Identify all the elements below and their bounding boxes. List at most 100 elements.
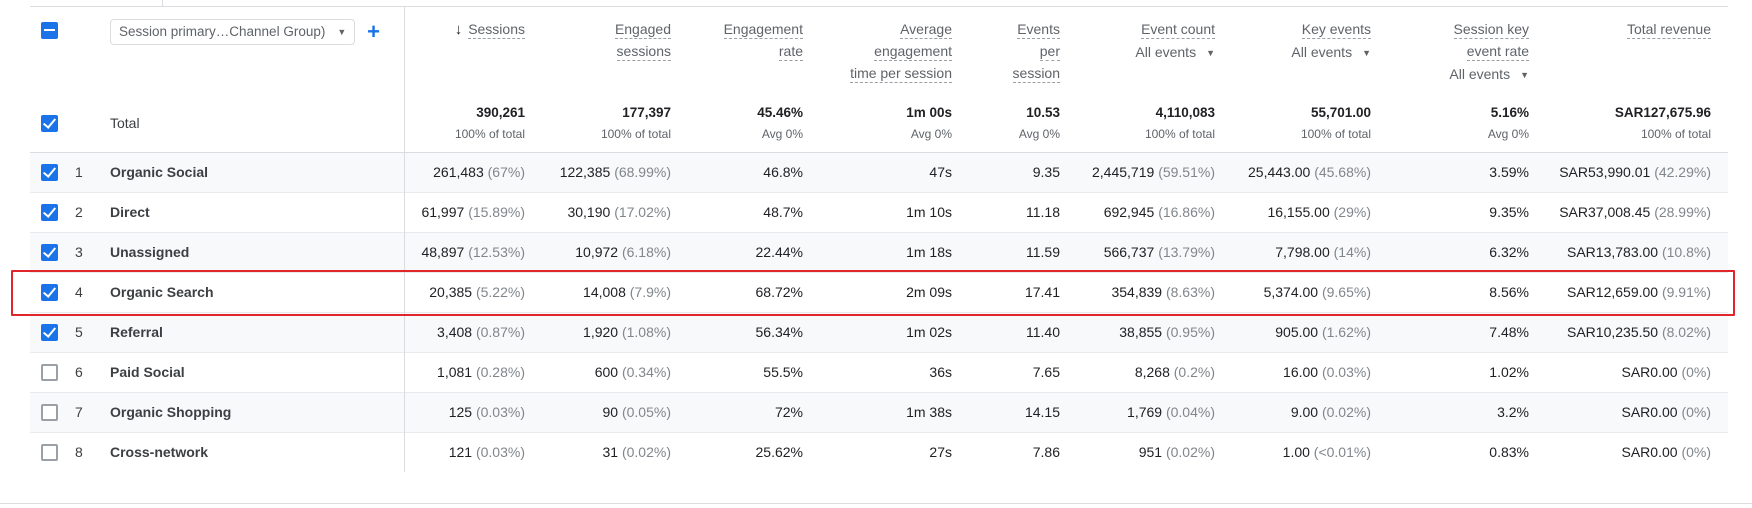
cell-session_key_event_rate: 8.56%	[1383, 272, 1541, 312]
column-header-label[interactable]: Total revenue	[1626, 21, 1711, 39]
row-checkbox[interactable]	[41, 323, 58, 341]
column-header-key_events[interactable]: Key events All events ▼	[1227, 7, 1383, 95]
report-table: Session primary…Channel Group) ▼ + ↓ Sess…	[30, 7, 1728, 472]
cell-events_per_session: 7.86	[964, 432, 1072, 472]
column-header-event_count[interactable]: Event count All events ▼	[1072, 7, 1227, 95]
column-header-label[interactable]: Average	[900, 21, 952, 39]
table-row[interactable]: 3 Unassigned 48,897 (12.53%) 10,972 (6.18%)…	[30, 232, 1728, 272]
row-label[interactable]: Organic Search	[110, 272, 405, 312]
table-row[interactable]: 2 Direct 61,997 (15.89%) 30,190 (17.02%) 48.…	[30, 192, 1728, 232]
table-row[interactable]: 8 Cross-network 121 (0.03%) 31 (0.02%) 25.62…	[30, 432, 1728, 472]
cell-key_events: 25,443.00 (45.68%)	[1227, 152, 1383, 192]
cell-session_key_event_rate: 3.59%	[1383, 152, 1541, 192]
cell-value: 38,855	[1119, 324, 1163, 340]
total-value: SAR127,675.96	[1614, 105, 1711, 120]
cell-sessions: 121 (0.03%)	[404, 432, 537, 472]
row-label[interactable]: Referral	[110, 312, 405, 352]
events-filter-label: All events	[1135, 44, 1197, 60]
events-filter-dropdown[interactable]: All events ▼	[1291, 42, 1371, 63]
cell-percent: (67%)	[487, 164, 525, 180]
cell-event_count: 951 (0.02%)	[1072, 432, 1227, 472]
cell-value: 3,408	[437, 324, 473, 340]
column-header-events_per_session[interactable]: Events per session	[964, 7, 1072, 95]
plus-icon[interactable]: +	[367, 19, 381, 45]
table-row[interactable]: 5 Referral 3,408 (0.87%) 1,920 (1.08%) 56.34…	[30, 312, 1728, 352]
cell-engaged_sessions: 600 (0.34%)	[537, 352, 683, 392]
cell-value: 7.65	[1032, 364, 1060, 380]
column-header-label[interactable]: rate	[778, 43, 803, 61]
cell-value: 25,443.00	[1248, 164, 1311, 180]
cell-value: 1.02%	[1489, 364, 1529, 380]
select-all-checkbox[interactable]	[41, 21, 58, 39]
cell-events_per_session: 11.40	[964, 312, 1072, 352]
column-header-label[interactable]: per	[1039, 43, 1060, 61]
cell-sessions: 125 (0.03%)	[404, 392, 537, 432]
row-checkbox[interactable]	[41, 283, 58, 301]
column-header-label[interactable]: sessions	[616, 43, 671, 61]
total-value: 177,397	[622, 105, 671, 120]
cell-sessions: 61,997 (15.89%)	[404, 192, 537, 232]
row-number: 3	[75, 244, 83, 260]
cell-value: 14,008	[583, 284, 626, 300]
row-checkbox[interactable]	[41, 403, 58, 421]
row-label[interactable]: Organic Social	[110, 152, 405, 192]
row-label[interactable]: Organic Shopping	[110, 392, 405, 432]
cell-sessions: 48,897 (12.53%)	[404, 232, 537, 272]
row-checkbox[interactable]	[41, 203, 58, 221]
row-checkbox[interactable]	[41, 363, 58, 381]
row-label[interactable]: Direct	[110, 192, 405, 232]
column-header-avg_engagement_time[interactable]: Average engagement time per session	[815, 7, 964, 95]
table-row[interactable]: 4 Organic Search 20,385 (5.22%) 14,008 (7.9…	[30, 272, 1728, 312]
cell-value: SAR12,659.00	[1567, 284, 1659, 300]
cell-value: 27s	[929, 444, 952, 461]
row-label[interactable]: Paid Social	[110, 352, 405, 392]
column-header-label[interactable]: event rate	[1466, 43, 1529, 61]
cell-value: SAR0.00	[1621, 364, 1678, 380]
column-header-label[interactable]: session	[1012, 65, 1060, 83]
row-label[interactable]: Unassigned	[110, 232, 405, 272]
column-header-label[interactable]: engagement	[874, 43, 952, 61]
table-row[interactable]: 7 Organic Shopping 125 (0.03%) 90 (0.05%) 72…	[30, 392, 1728, 432]
total-cell-key_events: 55,701.00 100% of total	[1227, 95, 1383, 152]
column-header-label[interactable]: Events	[1017, 21, 1060, 39]
table-row[interactable]: 6 Paid Social 1,081 (0.28%) 600 (0.34%) 55.5…	[30, 352, 1728, 392]
column-header-total_revenue[interactable]: Total revenue	[1541, 7, 1728, 95]
cell-sessions: 1,081 (0.28%)	[404, 352, 537, 392]
cell-engagement_rate: 25.62%	[683, 432, 815, 472]
column-header-engaged_sessions[interactable]: Engaged sessions	[537, 7, 683, 95]
column-header-session_key_event_rate[interactable]: Session key event rate All events ▼	[1383, 7, 1541, 95]
cell-value: 48,897	[421, 244, 465, 260]
total-value: 45.46%	[757, 105, 803, 120]
column-header-engagement_rate[interactable]: Engagement rate	[683, 7, 815, 95]
dimension-selector[interactable]: Session primary…Channel Group) ▼	[110, 19, 356, 45]
column-header-sessions[interactable]: ↓ Sessions	[404, 7, 537, 95]
row-checkbox-cell	[30, 152, 75, 192]
row-checkbox[interactable]	[41, 243, 58, 261]
table-row[interactable]: 1 Organic Social 261,483 (67%) 122,385 (68.…	[30, 152, 1728, 192]
column-header-label[interactable]: Engagement	[723, 21, 803, 39]
cell-value: SAR0.00	[1621, 444, 1678, 461]
column-header-label[interactable]: Event count	[1141, 21, 1215, 39]
column-header-label[interactable]: time per session	[850, 65, 952, 83]
cell-value: 9.35%	[1489, 204, 1529, 220]
column-header-label[interactable]: Session key	[1453, 21, 1529, 39]
cell-value: 1m 18s	[906, 244, 952, 260]
cell-percent: (6.18%)	[621, 244, 671, 260]
cell-events_per_session: 7.65	[964, 352, 1072, 392]
row-label[interactable]: Cross-network	[110, 432, 405, 472]
cell-engagement_rate: 72%	[683, 392, 815, 432]
cell-percent: (68.99%)	[614, 164, 671, 180]
column-header-label[interactable]: Key events	[1301, 21, 1371, 39]
cell-session_key_event_rate: 6.32%	[1383, 232, 1541, 272]
events-filter-dropdown[interactable]: All events ▼	[1135, 42, 1215, 63]
row-checkbox[interactable]	[41, 444, 58, 462]
column-header-label[interactable]: Sessions	[468, 21, 525, 39]
row-checkbox[interactable]	[41, 163, 58, 181]
events-filter-dropdown[interactable]: All events ▼	[1449, 64, 1529, 85]
cell-total_revenue: SAR0.00 (0%)	[1541, 352, 1728, 392]
cell-percent: (0.95%)	[1165, 324, 1215, 340]
totals-checkbox[interactable]	[41, 115, 58, 133]
column-header-label[interactable]: Engaged	[614, 21, 671, 39]
cell-engaged_sessions: 30,190 (17.02%)	[537, 192, 683, 232]
